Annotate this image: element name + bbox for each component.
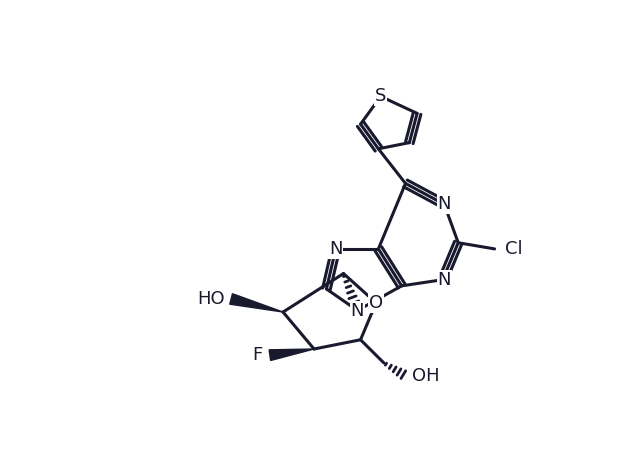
Text: S: S xyxy=(375,87,387,105)
Text: F: F xyxy=(252,346,262,364)
Text: N: N xyxy=(438,195,451,213)
Polygon shape xyxy=(230,294,283,312)
Text: N: N xyxy=(351,301,364,320)
Text: N: N xyxy=(329,240,342,258)
Polygon shape xyxy=(269,349,314,360)
Text: OH: OH xyxy=(412,367,439,385)
Text: Cl: Cl xyxy=(506,240,523,258)
Text: O: O xyxy=(369,294,383,312)
Text: N: N xyxy=(438,271,451,289)
Text: HO: HO xyxy=(197,290,225,308)
